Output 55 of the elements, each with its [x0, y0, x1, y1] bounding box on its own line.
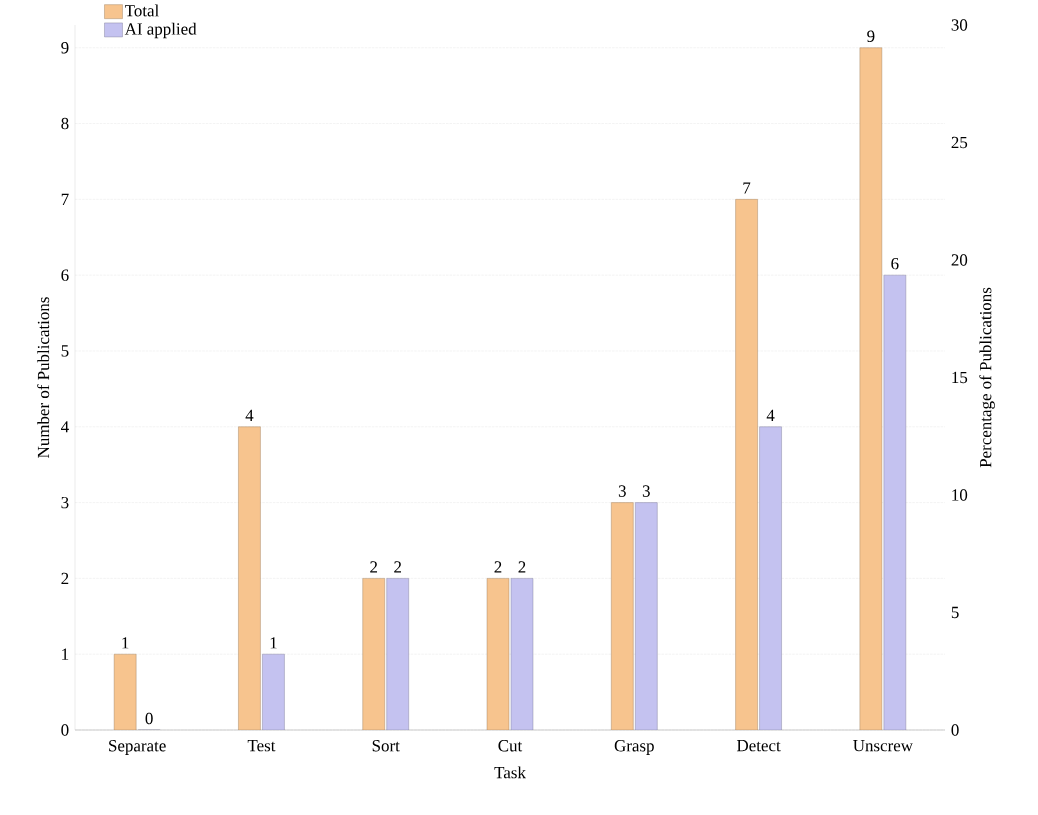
y2-tick-label: 5 [951, 606, 959, 619]
legend-label: Total [124, 4, 159, 17]
x-tick-label: Cut [498, 740, 523, 752]
bar [883, 274, 907, 730]
y2-tick-label: 20 [951, 254, 968, 266]
legend-label: AI applied [124, 22, 197, 39]
bar [611, 502, 634, 730]
y-tick-label: 2 [61, 572, 69, 584]
bar [735, 199, 758, 730]
y-tick-label: 6 [61, 269, 69, 281]
y2-axis-title: Percentage of Publications [979, 287, 995, 468]
bar [635, 502, 658, 730]
data-label: 1 [122, 637, 129, 649]
bar [386, 578, 409, 730]
bar [486, 578, 510, 730]
y-tick-label: 5 [61, 345, 69, 357]
x-tick-label: Detect [736, 740, 781, 752]
x-tick-label: Separate [109, 740, 166, 755]
data-label: 9 [867, 30, 875, 42]
data-label: 3 [618, 485, 626, 497]
y-axis-title: Number of Publications [37, 297, 50, 458]
y2-tick-label: 15 [952, 371, 968, 384]
x-tick-label: Test [247, 740, 276, 752]
x-tick-label: Sort [372, 740, 400, 752]
data-label: 2 [494, 561, 502, 573]
data-label: 2 [370, 561, 378, 573]
bar [510, 578, 534, 730]
x-tick-label: Unscrew [853, 740, 913, 752]
bar [362, 578, 385, 730]
data-label: 0 [145, 712, 153, 725]
y2-tick-label: 25 [951, 136, 968, 149]
y2-tick-label: 0 [951, 724, 959, 736]
y-tick-label: 8 [61, 117, 69, 130]
data-label: 2 [518, 561, 526, 573]
data-label: 4 [245, 409, 254, 421]
y2-tick-label: 30 [951, 19, 968, 31]
y2-tick-label: 10 [952, 489, 968, 501]
data-label: 4 [766, 409, 775, 421]
y-tick-label: 4 [61, 421, 69, 433]
data-label: 6 [891, 257, 899, 270]
y-tick-label: 9 [61, 42, 69, 54]
bar [262, 654, 285, 730]
data-label: 3 [642, 485, 650, 497]
bar [238, 426, 261, 730]
bar [859, 47, 883, 730]
y-tick-label: 3 [61, 496, 69, 509]
bar [759, 426, 782, 730]
y-tick-label: 7 [61, 193, 69, 205]
data-label: 2 [394, 561, 402, 573]
x-axis-title: Task [494, 766, 526, 779]
y-tick-label: 1 [62, 648, 69, 660]
data-label: 7 [743, 182, 751, 194]
y-tick-label: 0 [61, 724, 69, 736]
x-tick-label: Grasp [614, 740, 654, 755]
data-label: 1 [270, 637, 277, 649]
